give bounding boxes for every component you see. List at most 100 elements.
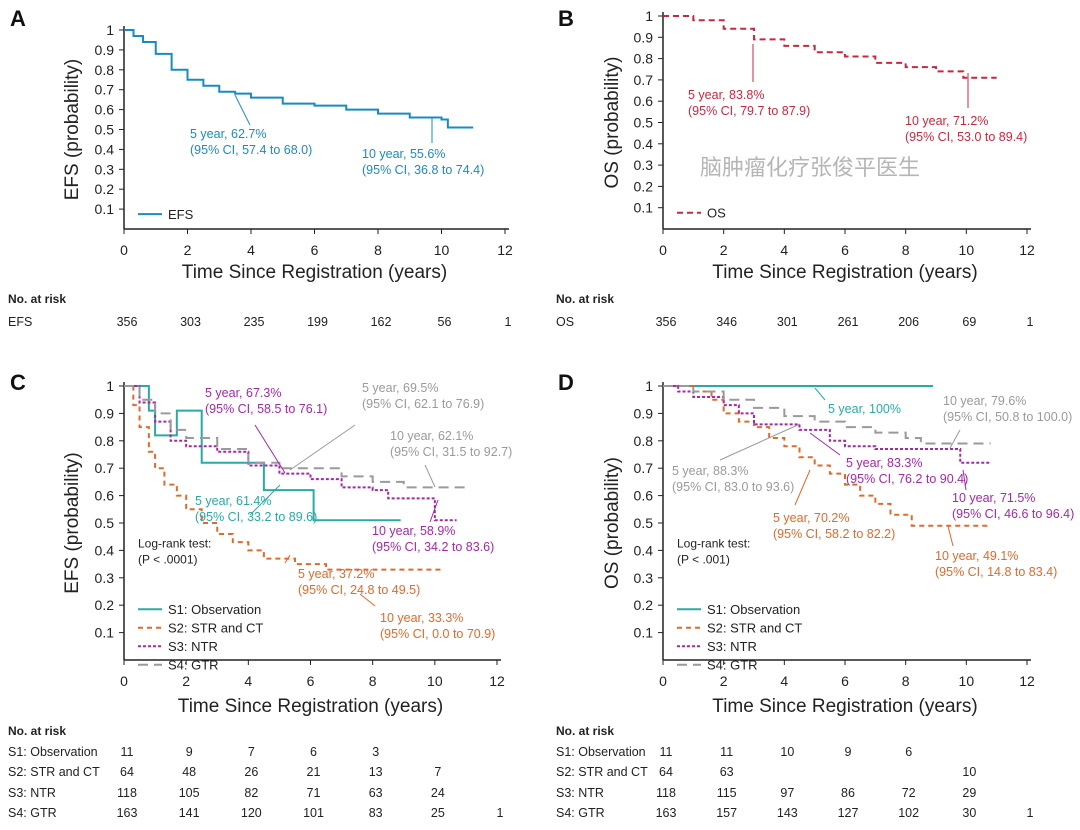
legend-label: S3: NTR — [168, 639, 218, 654]
y-tick-label: 0.8 — [95, 433, 115, 449]
annotation-leader — [719, 423, 801, 461]
risk-value: 10 — [780, 745, 794, 759]
risk-value: 83 — [369, 806, 383, 820]
annotation-text: 5 year, 69.5% — [362, 381, 438, 395]
y-tick-label: 0.7 — [95, 82, 115, 98]
x-tick-label: 2 — [720, 673, 728, 689]
annotation-text: 10 year, 79.6% — [943, 394, 1026, 408]
y-tick-label: 0.5 — [95, 122, 115, 138]
x-tick-label: 12 — [1019, 242, 1035, 258]
annotation-leader — [249, 484, 281, 516]
x-tick-label: 8 — [374, 242, 382, 258]
y-tick-label: 0.1 — [95, 625, 115, 641]
panel-C: C0 2 4 6 8 10 120.10.20.30.40.50.60.70.80.91Ti… — [8, 370, 512, 820]
x-tick-label: 6 — [307, 673, 315, 689]
panel-A: A 0 2 4 6 8 10 12 0.1 0.2 0.3 0.4 0.5 0.6 0.7 0.8 0.9 1 Ti… — [8, 6, 513, 329]
risk-value: 48 — [182, 765, 196, 779]
x-tick-label: 4 — [780, 673, 788, 689]
annotation-leader — [289, 424, 356, 471]
risk-value: 162 — [371, 315, 392, 329]
risk-value: 118 — [656, 786, 676, 800]
y-tick-label: 0.3 — [95, 570, 115, 586]
risk-value: 127 — [838, 806, 859, 820]
risk-row-label: S2: STR and CT — [556, 765, 648, 779]
x-tick-label: 10 — [959, 673, 975, 689]
risk-row-label: S1: Observation — [556, 745, 646, 759]
risk-value: 141 — [179, 806, 200, 820]
x-tick-label: 2 — [182, 673, 190, 689]
y-tick-label: 1 — [106, 378, 114, 394]
y-tick-label: 0.9 — [634, 29, 654, 45]
y-tick-label: 0.4 — [634, 136, 654, 152]
y-tick-label: 0.9 — [95, 405, 115, 421]
legend-label: S4: GTR — [707, 658, 758, 673]
annotation-text: 10 year, 62.1% — [390, 429, 473, 443]
annotation-text: 10 year, 71.5% — [952, 491, 1035, 505]
risk-row-label: EFS — [8, 315, 32, 329]
annotation-leader — [429, 499, 439, 523]
y-axis-label: OS (probability) — [602, 457, 623, 589]
annotation-leader — [424, 464, 436, 488]
risk-table-title: No. at risk — [556, 724, 614, 738]
risk-value: 346 — [716, 315, 737, 329]
x-tick-label: 12 — [497, 242, 513, 258]
risk-value: 206 — [898, 315, 919, 329]
annotation-text: 5 year, 83.3% — [846, 456, 922, 470]
x-tick-label: 2 — [720, 242, 728, 258]
risk-value: 64 — [120, 765, 134, 779]
x-tick-label: 0 — [659, 673, 667, 689]
risk-value: 1 — [1027, 315, 1034, 329]
risk-value: 157 — [716, 806, 737, 820]
annotation-text: 5 year, 70.2% — [773, 511, 849, 525]
risk-value: 301 — [777, 315, 798, 329]
risk-value: 11 — [121, 745, 134, 759]
series-line-4 — [124, 385, 467, 491]
x-tick-label: 6 — [311, 242, 319, 258]
series-line-4 — [663, 385, 991, 445]
series-line-3 — [663, 385, 991, 464]
log-rank-test-label: (P < .001) — [677, 553, 730, 567]
risk-value: 102 — [898, 806, 919, 820]
risk-row-label: S3: NTR — [8, 786, 56, 800]
y-tick-label: 0.1 — [95, 201, 115, 217]
annotation-text: 5 year, 61.4% — [195, 494, 271, 508]
panel-letter: C — [10, 370, 26, 395]
log-rank-test-label: (P < .0001) — [138, 553, 197, 567]
risk-value: 115 — [717, 786, 737, 800]
annotation-leader — [284, 554, 291, 564]
risk-value: 1 — [497, 806, 504, 820]
y-tick-label: 1 — [106, 22, 114, 38]
risk-row-label: S3: NTR — [556, 786, 604, 800]
x-tick-label: 6 — [841, 242, 849, 258]
risk-value: 7 — [248, 745, 255, 759]
annotation-leader — [814, 387, 826, 401]
x-tick-label: 4 — [244, 673, 252, 689]
annotation-text: (95% CI, 33.2 to 89.6) — [195, 510, 317, 524]
risk-value: 25 — [431, 806, 445, 820]
x-tick-label: 2 — [184, 242, 192, 258]
y-tick-label: 0.8 — [634, 433, 654, 449]
x-tick-label: 0 — [120, 242, 128, 258]
y-tick-label: 0.7 — [95, 460, 115, 476]
annotation-text: 5 year, 88.3% — [672, 464, 748, 478]
risk-value: 63 — [720, 765, 734, 779]
risk-value: 63 — [369, 786, 383, 800]
y-tick-label: 0.3 — [634, 570, 654, 586]
annotation-text: (95% CI, 36.8 to 74.4) — [362, 163, 484, 177]
risk-value: 120 — [241, 806, 262, 820]
annotation-text: 10 year, 71.2% — [905, 114, 988, 128]
annotation-text: (95% CI, 14.8 to 83.4) — [935, 565, 1057, 579]
panel-letter: A — [10, 6, 26, 31]
risk-table-title: No. at risk — [556, 292, 614, 306]
risk-value: 69 — [962, 315, 976, 329]
annotation-text: 5 year, 37.2% — [298, 567, 374, 581]
y-tick-label: 0.4 — [95, 542, 115, 558]
y-axis-label: OS (probability) — [602, 57, 623, 189]
y-tick-label: 0.3 — [634, 157, 654, 173]
annotation-text: (95% CI, 83.0 to 93.6) — [672, 480, 794, 494]
risk-value: 26 — [244, 765, 258, 779]
series-line-2 — [663, 385, 988, 527]
annotation-text: 5 year, 83.8% — [688, 88, 764, 102]
annotation-text: (95% CI, 46.6 to 96.4) — [952, 507, 1074, 521]
